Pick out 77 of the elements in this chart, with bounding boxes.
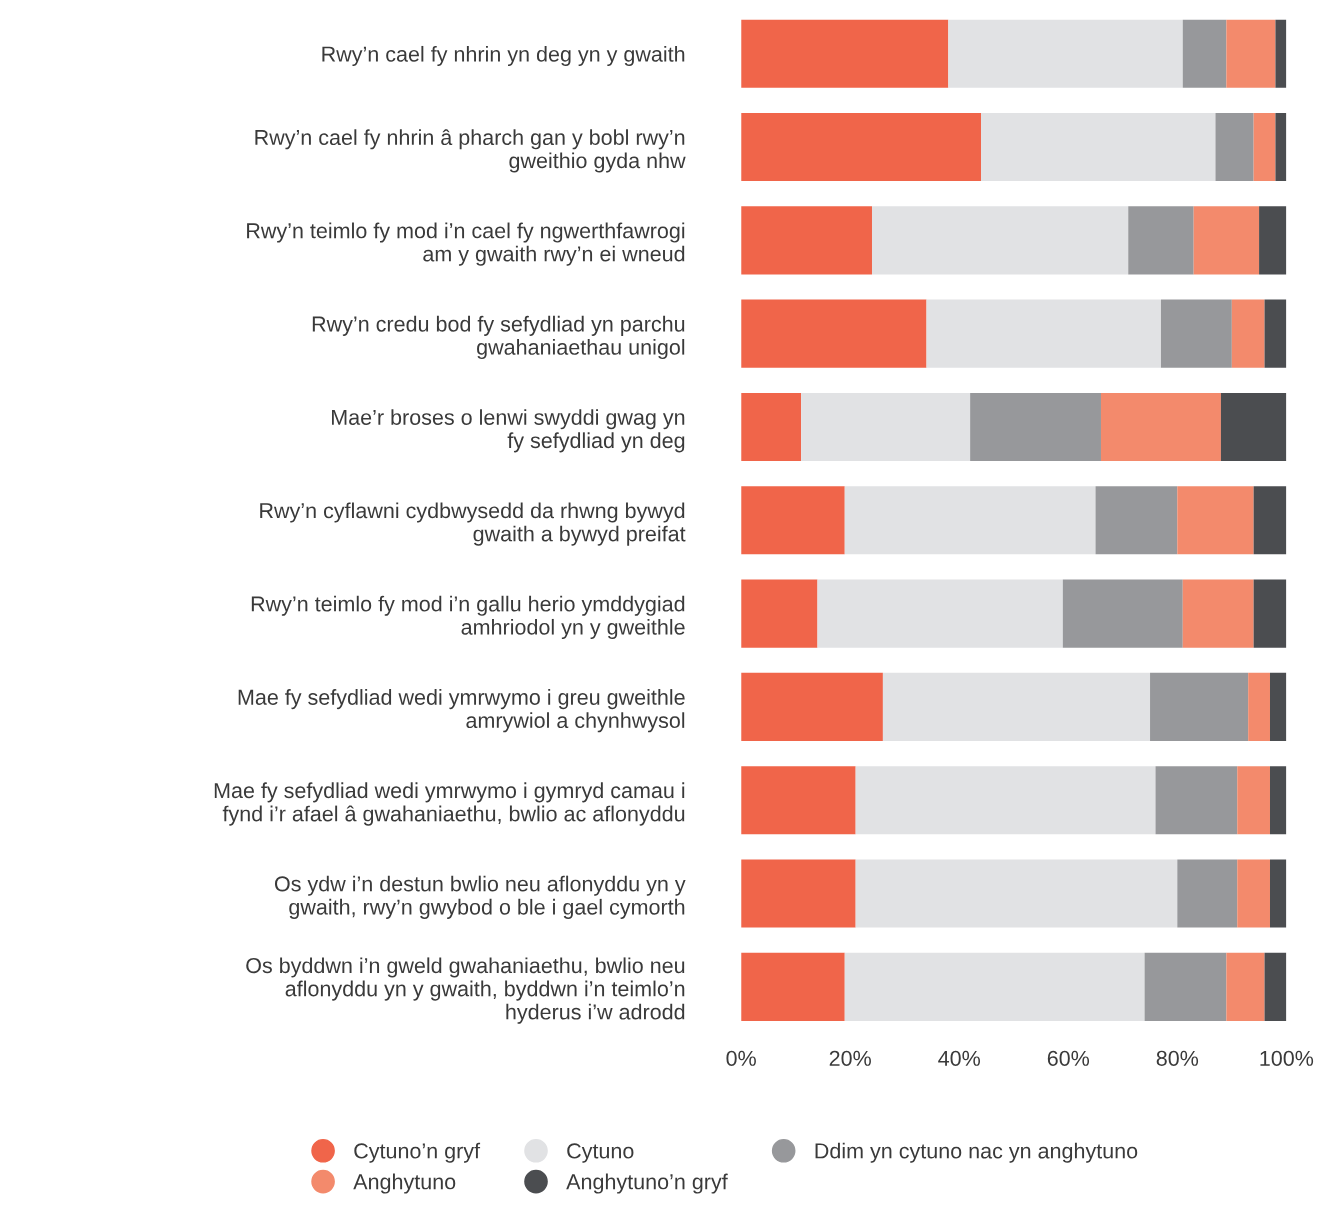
bar [1144, 952, 1227, 1021]
bar [1264, 952, 1287, 1021]
legend-label: Cytuno [567, 1143, 634, 1163]
bar [741, 113, 982, 182]
y-tick-label: Rwy’n credu bod fy sefydliad yn parchu gwahaniaethau unigol [312, 315, 685, 360]
bar [741, 859, 856, 928]
x-tick-label: 20% [829, 1050, 871, 1066]
bar [1275, 113, 1287, 182]
y-tick-label: Rwy’n teimlo fy mod i’n gallu herio ymddygiad amhriodol yn y gweithle [251, 595, 685, 640]
bar [1231, 299, 1265, 368]
y-tick-label: Rwy’n cael fy nhrin â pharch gan y bobl rwy’n gweithio gyda nhw [255, 129, 686, 173]
bar [1220, 392, 1287, 462]
bar [872, 206, 1129, 275]
bar [1177, 486, 1254, 555]
x-tick-label: 60% [1047, 1050, 1090, 1066]
bar [741, 579, 818, 648]
legend-label: Cytuno’n gryf [354, 1142, 481, 1163]
bar [1177, 859, 1238, 928]
bar [1237, 859, 1270, 928]
legend-label: Anghytuno’n gryf [566, 1173, 728, 1194]
bar [1150, 672, 1249, 741]
bar [1095, 486, 1178, 555]
bar [741, 672, 883, 741]
bar [1253, 486, 1287, 555]
bar [1253, 579, 1287, 648]
bar [741, 766, 856, 835]
bar [741, 299, 927, 368]
bar [1062, 579, 1183, 648]
bar [741, 392, 802, 462]
legend-label: Anghytuno [353, 1173, 456, 1194]
y-tick-label: Mae’r broses o lenwi swyddi gwag yn fy sefydliad yn deg [332, 409, 685, 453]
bar [855, 766, 1156, 835]
bar [741, 206, 872, 275]
y-tick-label: Mae fy sefydliad wedi ymrwymo i greu gweithle amrywiol a chynhwysol [238, 689, 685, 733]
bar [855, 859, 1178, 928]
bar [1193, 206, 1260, 275]
bar [741, 19, 949, 88]
bar [817, 579, 1063, 648]
y-tick-label: Rwy’n cyflawni cydbwysedd da rhwng bywyd gwaith a bywyd preifat [260, 502, 686, 546]
bar [1275, 19, 1287, 88]
bar [1269, 859, 1287, 928]
x-tick-label: 80% [1156, 1050, 1199, 1066]
bar [1155, 766, 1238, 835]
bar [1160, 299, 1232, 368]
bar [1264, 299, 1287, 368]
bar [1248, 672, 1270, 741]
bar [948, 19, 1183, 88]
bar [1253, 113, 1276, 182]
x-tick-label: 0% [726, 1050, 756, 1066]
y-tick-label: Os byddwn i’n gweld gwahaniaethu, bwlio neu aflonyddu yn y gwaith, byddwn i’n teimlo’n hyderus i’w adrodd [246, 957, 685, 1024]
bar [882, 672, 1151, 741]
bar [1237, 766, 1270, 835]
bar [1128, 206, 1194, 275]
legend-label: Ddim yn cytuno nac yn anghytuno [815, 1142, 1138, 1163]
y-tick-label: Rwy’n teimlo fy mod i’n cael fy ngwerthfawrogi am y gwaith rwy’n ei wneud [247, 222, 685, 266]
bar [1269, 766, 1287, 835]
bar [970, 392, 1101, 462]
x-tick-label: 100% [1260, 1050, 1314, 1066]
bar [1226, 952, 1265, 1021]
bar [1226, 19, 1276, 88]
bar [741, 952, 845, 1021]
bar [844, 486, 1096, 555]
y-tick-label: Os ydw i’n destun bwlio neu aflonyddu yn y gwaith, rwy’n gwybod o ble i gael cymorth [274, 875, 686, 919]
bar [1182, 19, 1227, 88]
bar [741, 486, 845, 555]
x-tick-label: 40% [938, 1050, 981, 1066]
bar [1100, 392, 1221, 462]
bar [801, 392, 971, 462]
bar [981, 113, 1216, 182]
bar [1182, 579, 1254, 648]
y-tick-label: Mae fy sefydliad wedi ymrwymo i gymryd camau i fynd i’r afael â gwahaniaethu, bwlio ac aflonyddu [214, 782, 685, 826]
bar [926, 299, 1161, 368]
bar [1269, 672, 1287, 741]
y-tick-label: Rwy’n cael fy nhrin yn deg yn y gwaith [322, 45, 685, 67]
bar [1215, 113, 1254, 182]
bar [844, 952, 1145, 1021]
bar [1259, 206, 1287, 275]
